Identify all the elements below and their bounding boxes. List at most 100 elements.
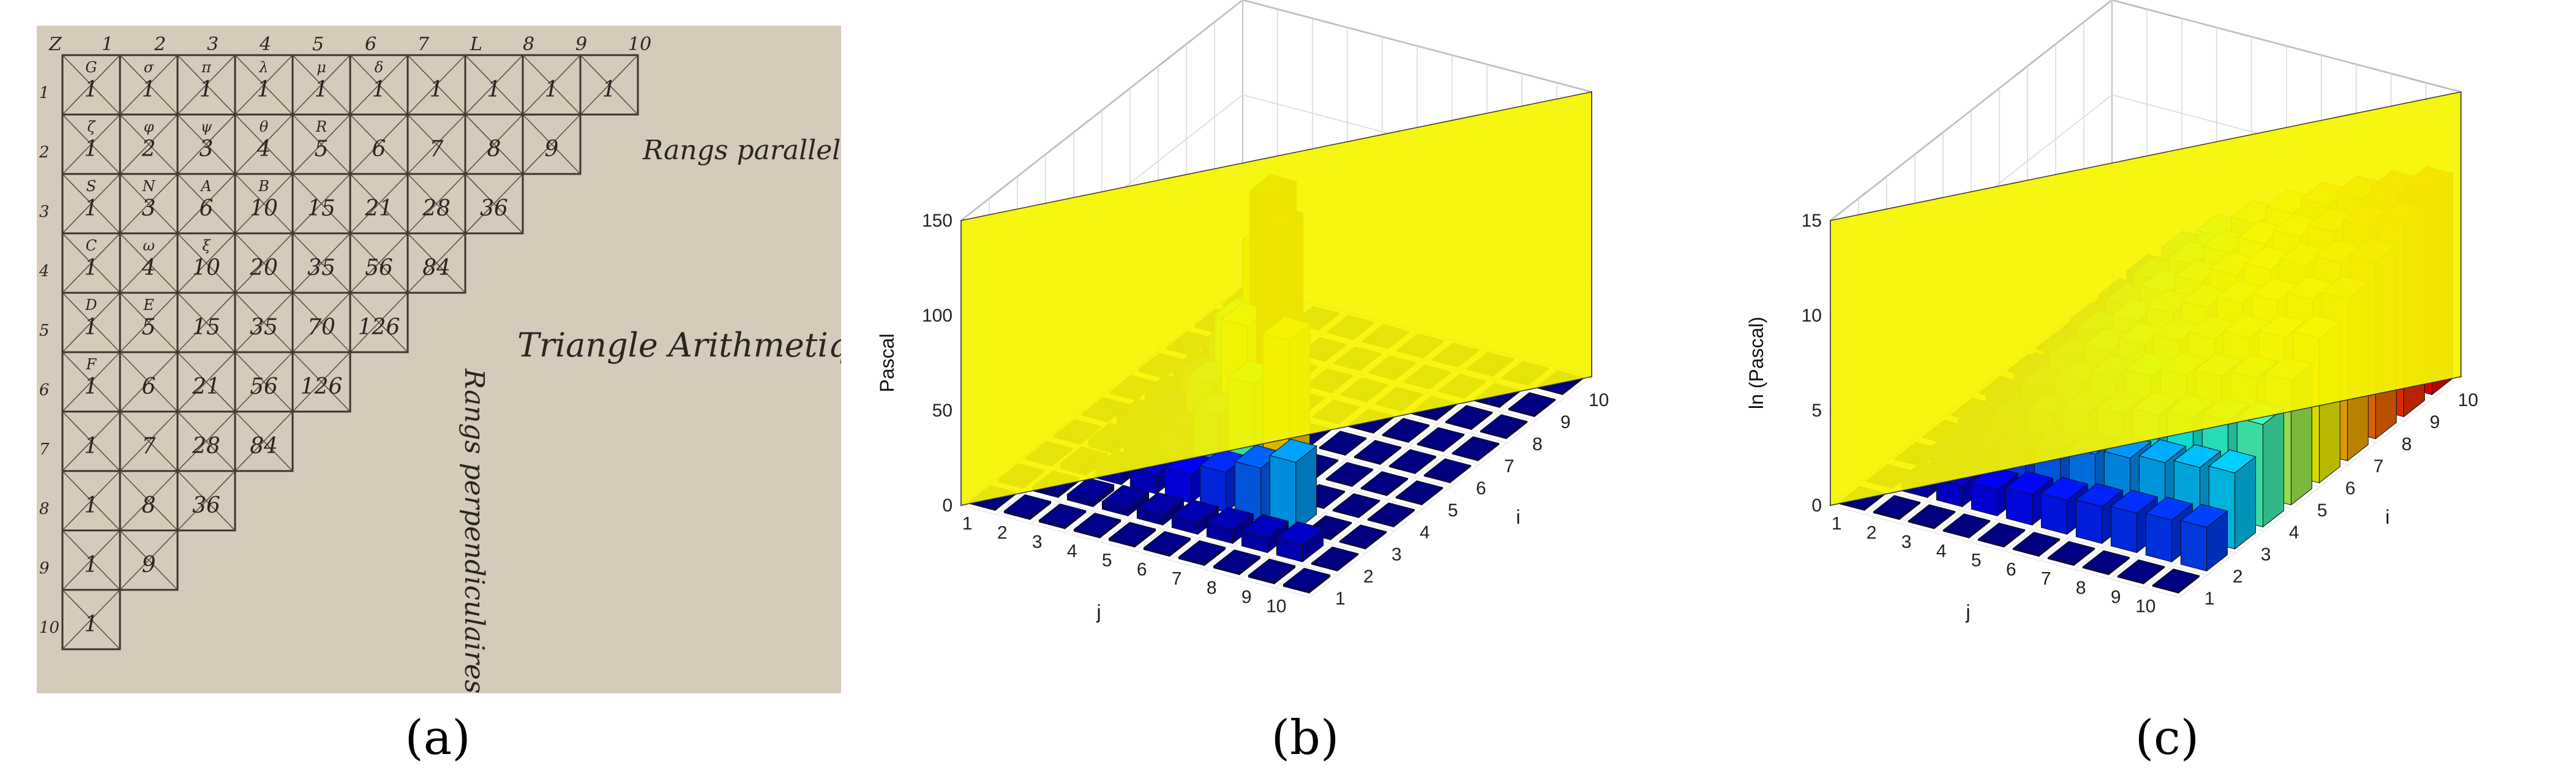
cell-diagonal: [119, 352, 178, 412]
triangle-value: 1: [142, 77, 156, 102]
triangle-cell: [119, 529, 179, 591]
cell-diagonal: [234, 233, 293, 293]
triangle-cell: [176, 470, 236, 532]
bar-i3-j8-top: [2138, 439, 2187, 463]
column-header: 3: [207, 34, 219, 55]
cell-diagonal: [292, 114, 351, 175]
triangle-value: 84: [422, 255, 451, 281]
column-header: 7: [417, 34, 430, 55]
triangle-value: 1: [84, 77, 99, 102]
bar-i1-j9-top: [2117, 559, 2165, 584]
row-header: 1: [39, 84, 50, 102]
bar-i2-j8-front: [2110, 506, 2138, 554]
triangle-cell: [522, 113, 582, 175]
cell-diagonal: [119, 470, 178, 531]
ln-pascal-3d-bar-chart: 0 5 10 15 ln (Pascal) 1 2 3 4 5 6 7 8 9 10 1 2 3 4 5 6 7 8 9 10 j…: [1739, 0, 2576, 698]
bar-i1-j8-top: [2082, 550, 2130, 575]
column-header: Z: [48, 34, 62, 55]
j-tick-label: 8: [2076, 578, 2086, 598]
cell-diagonal: [119, 530, 178, 590]
triangle-value: 126: [301, 374, 343, 399]
cell-letter: B: [258, 178, 269, 195]
bar-i2-j10-top: [1311, 546, 1359, 571]
bar-i1-j5-top: [1108, 521, 1156, 546]
cell-diagonal: [350, 173, 408, 234]
cell-letter: A: [200, 178, 211, 195]
j-tick-label: 6: [1137, 560, 1147, 580]
cell-diagonal: [465, 55, 523, 115]
i-tick-label: 9: [2430, 412, 2440, 432]
j-tick-label: 9: [1241, 587, 1252, 608]
triangle-value: 36: [480, 196, 508, 221]
bar-i1-j10-top: [1282, 567, 1331, 592]
bar-i4-j9-top: [1332, 493, 1380, 518]
triangle-value: 56: [250, 374, 278, 399]
cell-letter: π: [201, 59, 212, 76]
cell-diagonal: [407, 114, 466, 175]
triangle-value: 5: [315, 137, 329, 162]
j-tick-label: 2: [997, 523, 1008, 543]
bar-i4-j10-side: [2263, 407, 2285, 528]
cell-diagonal: [62, 530, 121, 590]
cell-diagonal: [465, 114, 523, 175]
cell-diagonal: [177, 233, 236, 293]
triangle-value: 15: [307, 196, 335, 221]
bar-i2-j7-front: [2075, 499, 2103, 545]
bar-i2-j10-front: [2180, 520, 2207, 572]
triangle-value: 21: [364, 196, 393, 221]
triangle-value: 36: [192, 493, 220, 518]
cell-letter: θ: [260, 118, 269, 135]
cell-diagonal: [62, 589, 121, 650]
bar-i2-j9-front: [2145, 513, 2173, 563]
triangle-value: 1: [84, 493, 99, 518]
cell-letter: F: [86, 356, 97, 373]
cell-diagonal: [119, 173, 178, 234]
cell-diagonal: [234, 114, 293, 175]
j-tick-label: 4: [1936, 541, 1947, 562]
i-tick-label: 6: [1476, 478, 1486, 499]
bar-i2-j5-top: [2005, 471, 2054, 496]
triangle-value: 1: [315, 77, 329, 102]
triangle-value: 1: [545, 77, 559, 102]
cell-diagonal: [350, 233, 408, 293]
i-tick-label: 5: [1448, 500, 1458, 521]
triangle-value: 8: [487, 137, 501, 162]
i-tick-label: 7: [2373, 456, 2384, 477]
i-tick-label: 3: [2261, 545, 2271, 565]
cell-letter: σ: [144, 59, 154, 76]
i-tick-label: 8: [1532, 434, 1543, 454]
z-axis-label: Pascal: [876, 333, 898, 392]
triangle-cell: [464, 173, 524, 235]
cell-diagonal: [177, 470, 236, 531]
bar-i2-j3-top: [1066, 477, 1115, 502]
triangle-value: 2: [141, 137, 156, 162]
j-axis-label: j: [1965, 601, 1970, 623]
j-tick-label: 8: [1207, 578, 1217, 598]
cell-diagonal: [234, 173, 293, 234]
row-header: 7: [39, 440, 50, 459]
triangle-value: 1: [84, 434, 99, 459]
cell-letter: ω: [143, 237, 155, 254]
i-tick-label: 3: [1391, 545, 1402, 565]
column-header: 10: [628, 34, 651, 55]
bar-i5-j10-top: [1395, 480, 1443, 505]
triangle-value: 28: [422, 196, 451, 221]
j-tick-label: 3: [1032, 532, 1043, 552]
triangle-value: 3: [200, 137, 214, 162]
cell-diagonal: [62, 411, 121, 472]
triangle-value: 15: [192, 315, 220, 340]
bar-i2-j5-top: [1136, 492, 1185, 516]
triangle-value: 1: [430, 77, 444, 102]
bar-i5-j8-top: [1325, 462, 1374, 486]
row-header: 2: [39, 143, 50, 162]
cell-letter: D: [84, 296, 97, 314]
triangle-cell: [579, 54, 639, 116]
j-tick-label: 5: [1971, 551, 1982, 571]
triangle-value: 9: [545, 137, 559, 162]
cell-diagonal: [62, 114, 121, 175]
i-tick-label: 4: [1420, 522, 1430, 543]
bar-i7-j10-top: [1451, 436, 1500, 461]
bar-i2-j6-top: [2040, 477, 2089, 501]
